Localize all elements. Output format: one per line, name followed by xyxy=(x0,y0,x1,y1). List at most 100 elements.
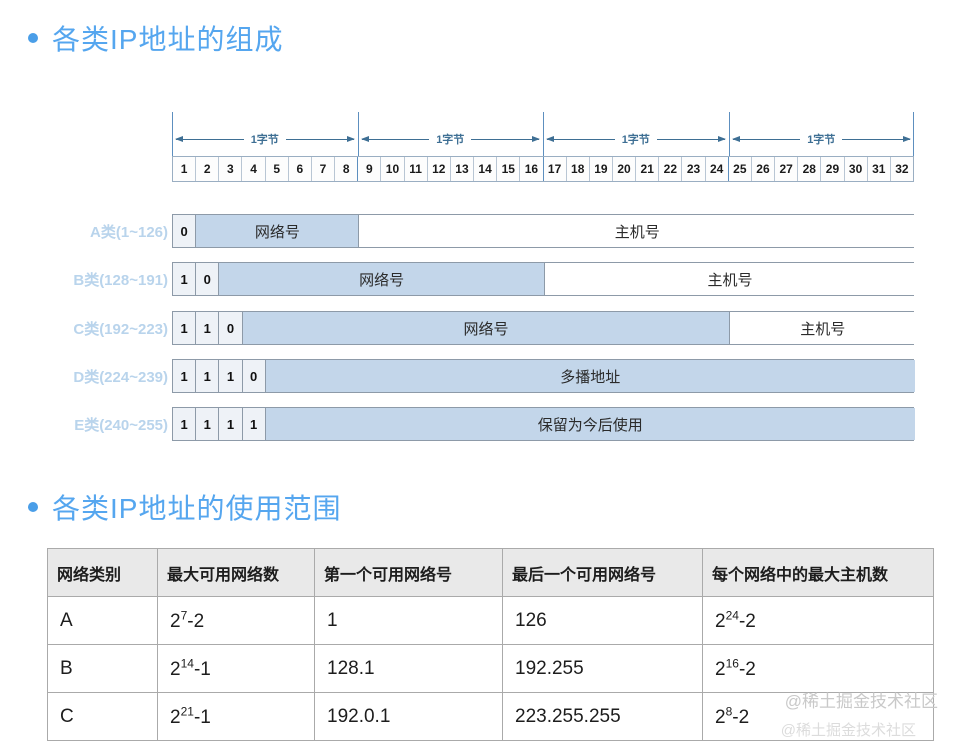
byte-label: 1字节 xyxy=(614,131,657,147)
usage-table-wrap: 网络类别 最大可用网络数 第一个可用网络号 最后一个可用网络号 每个网络中的最大… xyxy=(47,548,934,741)
ip-class-row: E类(240~255) 1 1 1 1 保留为今后使用 xyxy=(0,407,956,441)
bit-number-cell: 6 xyxy=(288,157,312,181)
ip-field-segment: 网络号 xyxy=(219,263,544,295)
bit-number-cell: 11 xyxy=(404,157,428,181)
th-max-hosts: 每个网络中的最大主机数 xyxy=(702,548,934,597)
ip-field-segment: 主机号 xyxy=(543,263,915,295)
bit-number-row: 1 2 3 4 5 6 7 8 9 10 11 12 13 14 15 16 17 18 19 20 21 22 23 24 2… xyxy=(172,156,914,182)
cell-max-hosts: 216-2 xyxy=(702,644,934,693)
prefix-bit-cell: 0 xyxy=(196,263,220,295)
byte-tick-left xyxy=(543,112,544,156)
bit-number-cell: 22 xyxy=(659,157,683,181)
th-max-networks: 最大可用网络数 xyxy=(157,548,315,597)
bit-number-cell: 14 xyxy=(474,157,498,181)
cell-first-network: 128.1 xyxy=(314,644,503,693)
cell-first-network: 1 xyxy=(314,596,503,645)
byte-label: 1字节 xyxy=(429,131,472,147)
ip-class-label: E类(240~255) xyxy=(74,416,168,434)
bit-number-cell: 28 xyxy=(798,157,822,181)
ip-class-bar: 0 网络号 主机号 xyxy=(172,214,915,248)
ip-field-segment: 网络号 xyxy=(242,312,730,344)
cell-network-class: B xyxy=(47,644,158,693)
bit-number-cell: 21 xyxy=(636,157,660,181)
byte-group-4: 1字节 xyxy=(728,112,914,156)
byte-tick-left xyxy=(172,112,173,156)
ip-class-bar: 1 1 0 网络号 主机号 xyxy=(172,311,915,345)
byte-label-row: 1字节 1字节 1字节 1字节 xyxy=(172,112,914,156)
prefix-bit-cell: 0 xyxy=(219,312,243,344)
bit-number-cell: 10 xyxy=(381,157,405,181)
prefix-bit-cell: 1 xyxy=(196,408,220,440)
bit-number-cell: 18 xyxy=(566,157,590,181)
byte-label: 1字节 xyxy=(800,131,843,147)
bit-number-cell: 20 xyxy=(612,157,637,181)
ip-class-bar: 1 0 网络号 主机号 xyxy=(172,262,915,296)
bit-number-cell: 17 xyxy=(543,157,567,181)
bit-number-cell: 30 xyxy=(844,157,868,181)
ip-class-label: A类(1~126) xyxy=(90,223,168,241)
byte-group-2: 1字节 xyxy=(357,112,544,156)
cell-first-network: 192.0.1 xyxy=(314,692,503,741)
ip-field-segment: 主机号 xyxy=(358,215,915,247)
prefix-bit-cell: 1 xyxy=(173,360,197,392)
bit-number-cell: 16 xyxy=(520,157,544,181)
bit-number-cell: 7 xyxy=(311,157,336,181)
bit-number-cell: 2 xyxy=(196,157,220,181)
ip-class-row: C类(192~223) 1 1 0 网络号 主机号 xyxy=(0,311,956,345)
cell-last-network: 223.255.255 xyxy=(502,692,703,741)
bullet-icon xyxy=(28,33,38,43)
cell-max-networks: 214-1 xyxy=(157,644,315,693)
ip-class-row: A类(1~126) 0 网络号 主机号 xyxy=(0,214,956,248)
bit-number-cell: 19 xyxy=(589,157,613,181)
bit-number-cell: 4 xyxy=(242,157,266,181)
prefix-bit-cell: 1 xyxy=(242,408,266,440)
prefix-bit-cell: 1 xyxy=(196,312,220,344)
ip-field-segment: 保留为今后使用 xyxy=(265,408,915,440)
ip-class-label: B类(128~191) xyxy=(73,271,168,289)
section-heading-composition: 各类IP地址的组成 xyxy=(28,18,283,58)
cell-last-network: 126 xyxy=(502,596,703,645)
ip-field-segment: 主机号 xyxy=(729,312,915,344)
prefix-bit-cell: 0 xyxy=(173,215,197,247)
bit-number-cell: 15 xyxy=(497,157,521,181)
cell-last-network: 192.255 xyxy=(502,644,703,693)
ip-class-row: B类(128~191) 1 0 网络号 主机号 xyxy=(0,262,956,296)
bit-number-cell: 1 xyxy=(173,157,197,181)
ip-class-label: C类(192~223) xyxy=(73,320,168,338)
bit-number-cell: 12 xyxy=(427,157,451,181)
bit-ruler: 1字节 1字节 1字节 1字节 1 2 3 4 5 6 7 8 9 10 11 12 13 14 15 16 1… xyxy=(172,112,914,184)
bit-number-cell: 9 xyxy=(358,157,382,181)
ip-class-label: D类(224~239) xyxy=(73,368,168,386)
cell-network-class: A xyxy=(47,596,158,645)
bit-number-cell: 5 xyxy=(265,157,289,181)
byte-tick-right xyxy=(913,112,914,156)
bit-number-cell: 3 xyxy=(219,157,243,181)
ip-class-bar: 1 1 1 0 多播地址 xyxy=(172,359,915,393)
bit-number-cell: 13 xyxy=(450,157,475,181)
ip-field-segment: 多播地址 xyxy=(265,360,915,392)
bit-number-cell: 26 xyxy=(751,157,776,181)
cell-network-class: C xyxy=(47,692,158,741)
section-heading-usage: 各类IP地址的使用范围 xyxy=(28,487,341,527)
byte-group-1: 1字节 xyxy=(172,112,358,156)
byte-label: 1字节 xyxy=(243,131,286,147)
table-row: B 214-1 128.1 192.255 216-2 xyxy=(47,644,934,693)
bullet-icon xyxy=(28,502,38,512)
byte-group-3: 1字节 xyxy=(543,112,729,156)
byte-tick-left xyxy=(728,112,730,156)
cell-max-networks: 27-2 xyxy=(157,596,315,645)
th-last-network: 最后一个可用网络号 xyxy=(502,548,703,597)
byte-tick-left xyxy=(357,112,359,156)
table-header-row: 网络类别 最大可用网络数 第一个可用网络号 最后一个可用网络号 每个网络中的最大… xyxy=(47,548,934,597)
ip-class-bar: 1 1 1 1 保留为今后使用 xyxy=(172,407,915,441)
prefix-bit-cell: 0 xyxy=(242,360,266,392)
prefix-bit-cell: 1 xyxy=(219,408,243,440)
prefix-bit-cell: 1 xyxy=(196,360,220,392)
cell-max-networks: 221-1 xyxy=(157,692,315,741)
cell-max-hosts: 224-2 xyxy=(702,596,934,645)
th-network-class: 网络类别 xyxy=(47,548,158,597)
bit-number-cell: 23 xyxy=(682,157,706,181)
prefix-bit-cell: 1 xyxy=(173,408,197,440)
bit-number-cell: 25 xyxy=(728,157,752,181)
th-first-network: 第一个可用网络号 xyxy=(314,548,503,597)
